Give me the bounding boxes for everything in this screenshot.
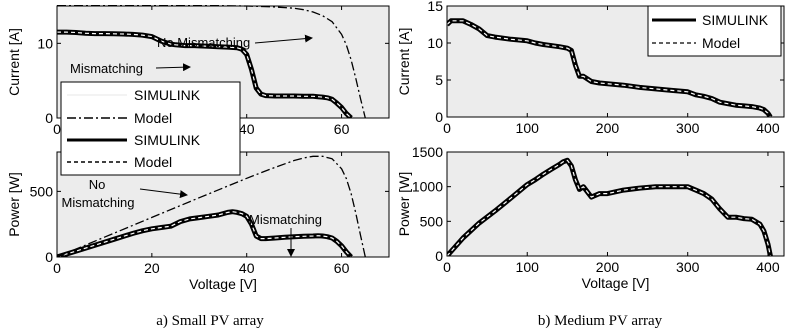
- x-tick-label: 400: [756, 259, 780, 275]
- y-tick-label: 10: [427, 35, 443, 51]
- series-group-b-bottom: [447, 157, 773, 256]
- x-tick-label: 300: [676, 259, 700, 275]
- legend-a-label-1: SIMULINK: [134, 87, 201, 103]
- y-tick-label: 500: [30, 183, 54, 199]
- caption-a: a) Small PV array: [156, 313, 264, 329]
- x-tick-label: 200: [596, 259, 620, 275]
- x-tick-label: 0: [443, 259, 451, 275]
- x-axis-label: Voltage [V]: [582, 275, 650, 291]
- y-tick-label: 0: [45, 110, 53, 126]
- legend-a-label-3: SIMULINK: [134, 132, 201, 148]
- annotation-no: No: [89, 177, 106, 192]
- arrow-no-mismatching-2: [139, 188, 188, 199]
- arrow-mismatching: [155, 63, 191, 72]
- annotation-mismatching-2: Mismatching: [62, 195, 135, 210]
- series-group-a-top: [57, 5, 366, 118]
- x-tick-label: 0: [443, 120, 451, 136]
- x-tick-label: 40: [239, 121, 255, 137]
- x-tick-label: 60: [334, 260, 350, 276]
- x-tick-label: 100: [516, 259, 540, 275]
- arrow-no-mismatching: [254, 34, 313, 44]
- y-axis-label: Current [A]: [396, 28, 412, 96]
- caption-b: b) Medium PV array: [538, 313, 663, 329]
- x-tick-label: 100: [516, 120, 540, 136]
- y-tick-label: 0: [45, 249, 53, 265]
- y-tick-label: 1500: [412, 144, 443, 160]
- annotation-mismatching-3: Mismatching: [249, 212, 322, 227]
- x-tick-label: 300: [676, 120, 700, 136]
- series-line-a-bottom-0-inner: [57, 210, 353, 257]
- x-tick-label: 400: [756, 120, 780, 136]
- x-tick-label: 20: [144, 260, 160, 276]
- x-tick-label: 200: [596, 120, 620, 136]
- y-tick-label: 1000: [412, 179, 443, 195]
- x-tick-label: 40: [239, 260, 255, 276]
- series-line-b-bottom-1: [447, 159, 771, 256]
- series-line-b-top-0-inner: [447, 19, 772, 117]
- series-group-b-top: [447, 18, 773, 117]
- annotation-no-mismatching: No Mismatching: [157, 35, 250, 50]
- legend-a-label-4: Model: [134, 154, 172, 170]
- annotation-mismatching: Mismatching: [70, 61, 143, 76]
- x-axis-label: Voltage [V]: [189, 276, 257, 292]
- x-tick-label: 60: [334, 121, 350, 137]
- plot-frame-b-top: [446, 5, 785, 118]
- y-tick-label: 500: [420, 213, 444, 229]
- x-tick-label: 0: [53, 260, 61, 276]
- legend-a-label-2: Model: [134, 110, 172, 126]
- plot-frame-b-bottom: [446, 151, 785, 257]
- series-line-a-top-2: [57, 5, 366, 118]
- chart-b-top: 0 100 200 300 400 0 5 10 15 Current [A]: [396, 0, 785, 136]
- legend-b-label-2: Model: [702, 35, 740, 51]
- y-axis-label: Current [A]: [6, 28, 22, 96]
- y-tick-label: 0: [435, 248, 443, 264]
- legend-b-box: [647, 5, 782, 57]
- legend-a-box: [60, 81, 241, 176]
- series-line-a-top-1: [57, 31, 352, 118]
- y-tick-label: 0: [435, 109, 443, 125]
- legend-a: SIMULINK Model SIMULINK Model: [60, 81, 241, 176]
- y-tick-label: 5: [435, 72, 443, 88]
- y-tick-label: 10: [37, 35, 53, 51]
- legend-b-label-1: SIMULINK: [702, 12, 769, 28]
- plot-area-b-bottom: [447, 152, 784, 256]
- series-line-a-bottom-2: [57, 155, 366, 257]
- legend-b: SIMULINK Model: [647, 5, 782, 57]
- series-group-a-bottom: [57, 155, 366, 257]
- y-axis-label: Power [W]: [396, 172, 412, 237]
- x-tick-label: 0: [53, 121, 61, 137]
- y-tick-label: 15: [427, 0, 443, 14]
- y-axis-label: Power [W]: [6, 172, 22, 237]
